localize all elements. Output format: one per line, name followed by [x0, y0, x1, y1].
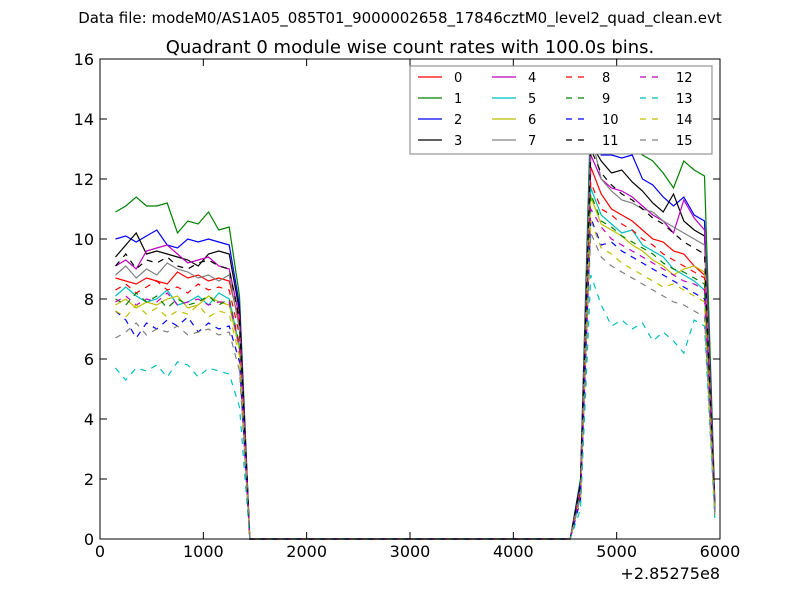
x-tick-label: 0 [95, 542, 105, 561]
series-line-11 [115, 148, 716, 540]
legend-label-13: 13 [676, 92, 693, 107]
legend-label-3: 3 [454, 134, 462, 149]
y-tick-label: 6 [84, 350, 94, 369]
series-line-14 [115, 220, 716, 540]
series-line-10 [115, 217, 716, 540]
x-tick-label: 6000 [700, 542, 741, 561]
x-axis-offset-label: +2.85275e8 [620, 564, 720, 583]
series-line-7 [115, 133, 716, 540]
y-tick-label: 12 [74, 170, 94, 189]
x-tick-label: 3000 [390, 542, 431, 561]
legend-label-14: 14 [676, 113, 693, 128]
legend-label-10: 10 [602, 113, 619, 128]
legend-label-2: 2 [454, 113, 462, 128]
series-line-12 [115, 206, 716, 540]
x-tick-label: 5000 [596, 542, 637, 561]
y-tick-label: 14 [74, 110, 94, 129]
legend-label-8: 8 [602, 71, 610, 86]
series-line-13 [115, 274, 716, 540]
series-line-4 [115, 154, 716, 540]
y-tick-label: 0 [84, 530, 94, 549]
y-tick-label: 10 [74, 230, 94, 249]
y-tick-label: 16 [74, 50, 94, 69]
y-tick-label: 4 [84, 410, 94, 429]
series-line-0 [115, 166, 716, 540]
legend-label-9: 9 [602, 92, 610, 107]
legend-label-11: 11 [602, 134, 619, 149]
y-tick-label: 2 [84, 470, 94, 489]
series-line-6 [115, 196, 716, 540]
series-line-5 [115, 187, 716, 540]
legend-label-12: 12 [676, 71, 693, 86]
series-layer [115, 106, 716, 540]
legend-box [409, 65, 713, 155]
x-tick-label: 2000 [286, 542, 327, 561]
legend-label-6: 6 [528, 113, 536, 128]
chart-title: Quadrant 0 module wise count rates with … [166, 37, 655, 58]
series-line-2 [115, 124, 716, 540]
series-line-8 [115, 181, 716, 540]
series-line-3 [115, 140, 716, 540]
series-line-9 [115, 193, 716, 540]
legend-label-4: 4 [528, 71, 536, 86]
legend-label-5: 5 [528, 92, 536, 107]
legend-label-7: 7 [528, 134, 536, 149]
legend-label-0: 0 [454, 71, 462, 86]
data-file-label: Data file: modeM0/AS1A05_085T01_90000026… [78, 9, 722, 28]
legend-label-15: 15 [676, 134, 693, 149]
x-tick-label: 1000 [183, 542, 224, 561]
legend-label-1: 1 [454, 92, 462, 107]
x-tick-label: 4000 [493, 542, 534, 561]
y-tick-label: 8 [84, 290, 94, 309]
